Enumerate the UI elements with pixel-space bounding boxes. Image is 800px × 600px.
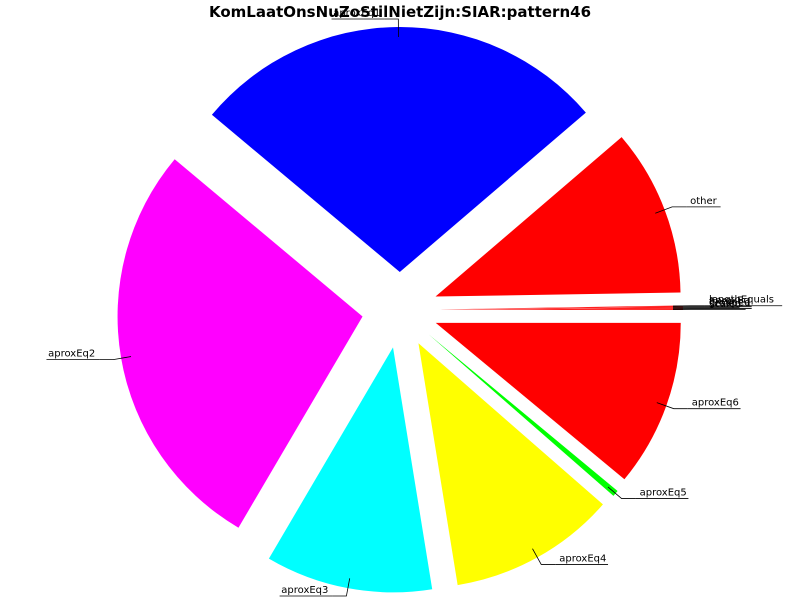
pie-slice-aproxeq1 (211, 27, 586, 273)
chart-title: KomLaatOnsNuZoStilNietZijn:SIAR:pattern4… (208, 3, 592, 21)
pie-label-other: other (690, 196, 718, 207)
pie-label-aproxeq1: aproxEq1 (333, 8, 380, 19)
pie-leader-aproxeq1 (384, 18, 399, 38)
pie-slice-grouped (437, 308, 683, 310)
pie-leader-aproxeq4 (532, 548, 556, 565)
pie-slice-aproxeq5 (428, 334, 618, 496)
pie-leader-aproxeq5 (607, 486, 636, 499)
pie-slice-aproxeq3 (268, 347, 433, 593)
pie-label-scaled: scaled (709, 299, 741, 310)
pie-label-aproxeq4: aproxEq4 (559, 553, 606, 564)
pie-label-aproxeq: aproxEq (709, 296, 750, 307)
pie-label-aproxeq6: aproxEq6 (692, 398, 739, 409)
pie-slice-aproxeq6 (435, 322, 681, 480)
pie-label-aproxeq2: aproxEq2 (48, 349, 95, 360)
pie-slice-fixed (437, 307, 683, 310)
pie-slice-other (435, 137, 681, 297)
pie-slice-aproxeq2 (117, 159, 363, 528)
pie-slice-aproxeq4 (418, 343, 603, 586)
pie-label-lengthequals: lengthEquals (709, 295, 774, 306)
pie-leader-aproxeq2 (99, 356, 132, 361)
pie-slice-scaled (437, 309, 683, 310)
pie-slice-aproxeq (437, 306, 683, 310)
pie-leader-aproxeq6 (656, 402, 688, 410)
pie-label-grouped: grouped (709, 298, 751, 309)
pie-label-aproxeq3: aproxEq3 (281, 585, 328, 596)
pie-leader-aproxeq3 (332, 578, 351, 597)
pie-label-aproxeq5: aproxEq5 (640, 488, 687, 499)
pie-label-fixed: fixed (709, 297, 733, 308)
pie-slice-lengthequals (437, 305, 683, 310)
pie-leader-other (655, 206, 687, 214)
